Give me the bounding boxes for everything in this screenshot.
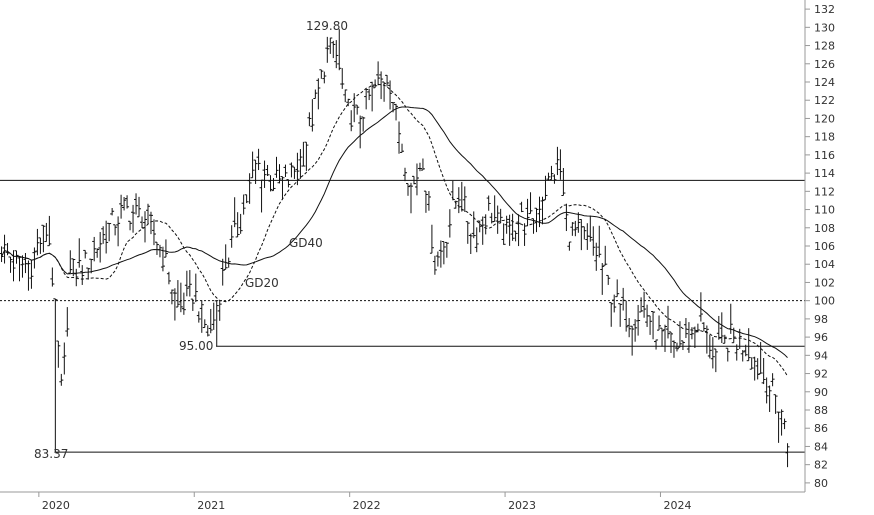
y-tick-label: 120	[814, 112, 835, 125]
y-tick-label: 112	[814, 185, 835, 198]
y-tick-label: 116	[814, 149, 835, 162]
y-tick-label: 108	[814, 222, 835, 235]
y-tick-label: 100	[814, 295, 835, 308]
x-tick-label: 2022	[353, 499, 381, 512]
y-tick-label: 82	[814, 459, 828, 472]
y-tick-label: 96	[814, 331, 828, 344]
y-axis: 80 82 84 86 88 90 92 94 96 98 100 102 104 106 108 110 11…	[804, 0, 835, 492]
ma20-line	[1, 83, 788, 377]
y-tick-label: 114	[814, 167, 835, 180]
y-tick-label: 84	[814, 440, 828, 453]
x-tick-label: 2021	[197, 499, 225, 512]
y-tick-label: 130	[814, 21, 835, 34]
y-tick-label: 132	[814, 3, 835, 16]
y-tick-label: 128	[814, 40, 835, 53]
y-tick-label: 94	[814, 349, 828, 362]
low-label-95-00: 95.00	[179, 339, 213, 353]
gd20-label: GD20	[245, 276, 279, 290]
gd40-label: GD40	[289, 236, 323, 250]
ma40-line	[1, 106, 788, 358]
y-tick-label: 118	[814, 131, 835, 144]
y-tick-label: 86	[814, 422, 828, 435]
y-tick-label: 104	[814, 258, 835, 271]
y-tick-label: 124	[814, 76, 835, 89]
x-tick-label: 2023	[508, 499, 536, 512]
y-tick-label: 80	[814, 477, 828, 490]
y-tick-label: 126	[814, 58, 835, 71]
y-tick-label: 122	[814, 94, 835, 107]
high-label: 129.80	[306, 19, 348, 33]
y-tick-label: 92	[814, 368, 828, 381]
x-tick-label: 2024	[663, 499, 691, 512]
y-tick-label: 102	[814, 276, 835, 289]
y-tick-label: 106	[814, 240, 835, 253]
y-tick-label: 90	[814, 386, 828, 399]
x-axis: 2020 2021 2022 2023 2024	[0, 491, 805, 512]
x-tick-label: 2020	[42, 499, 70, 512]
price-bars	[0, 29, 790, 468]
low-label-83-37: 83.37	[34, 447, 68, 461]
y-tick-label: 98	[814, 313, 828, 326]
y-tick-label: 88	[814, 404, 828, 417]
y-tick-label: 110	[814, 204, 835, 217]
